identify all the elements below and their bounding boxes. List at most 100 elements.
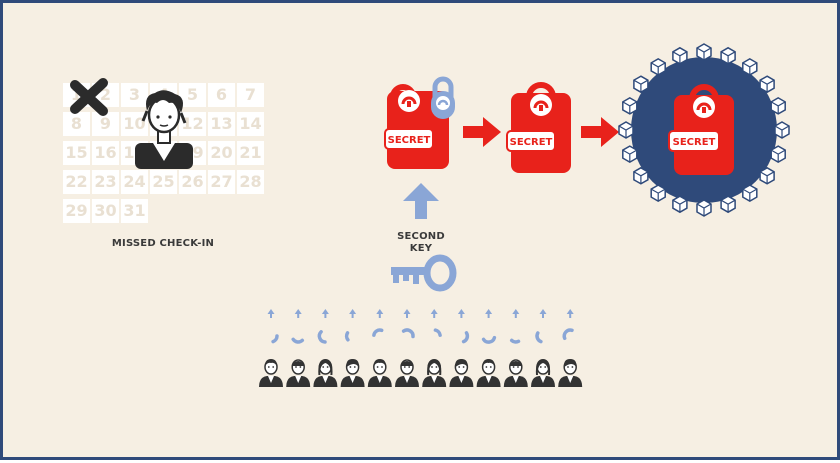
- secret-tag: SECRET: [384, 128, 434, 150]
- person-icon: [259, 359, 283, 387]
- block-cube: [742, 184, 758, 202]
- arrow-right-icon: [463, 117, 501, 147]
- block-cube: [759, 166, 775, 185]
- calendar-day: 29: [63, 199, 90, 223]
- arrow-right-icon: [581, 117, 619, 147]
- calendar-day: 5: [179, 83, 206, 107]
- people-row: [259, 359, 583, 387]
- calendar-day: 8: [63, 112, 90, 136]
- person-icon: [531, 359, 555, 387]
- calendar-day: 13: [208, 112, 235, 136]
- arrow-up-icon: [485, 309, 493, 318]
- arrow-up-icon: [403, 183, 439, 219]
- person-icon: [395, 359, 419, 387]
- calendar-day: 21: [237, 141, 264, 165]
- block-cube: [672, 195, 688, 214]
- calendar-day: 15: [63, 141, 90, 165]
- calendar-day: 9: [92, 112, 119, 136]
- second-key-line-1: SECOND: [397, 231, 445, 242]
- block-cube: [720, 195, 736, 214]
- key-icon: [391, 254, 457, 292]
- calendar-day: 22: [63, 170, 90, 194]
- arrow-up-icon: [349, 309, 357, 318]
- key-fragment-icon: [317, 330, 327, 344]
- calendar-day: 20: [208, 141, 235, 165]
- key-fragment-icon: [291, 337, 305, 344]
- arrow-up-icon: [294, 309, 302, 318]
- arrow-up-icon: [512, 309, 520, 318]
- calendar-day: 14: [237, 112, 264, 136]
- calendar-day: 23: [92, 170, 119, 194]
- x-mark-icon: [70, 78, 108, 116]
- person-icon: [340, 359, 365, 387]
- person-icon: [286, 359, 311, 387]
- person-icon: [135, 90, 193, 169]
- svg-text:SECRET: SECRET: [673, 137, 716, 148]
- calendar-day: 3: [121, 83, 148, 107]
- person-icon: [558, 359, 583, 387]
- key-fragment-icon: [509, 338, 521, 344]
- secret-tag: SECRET: [506, 130, 556, 152]
- diagram-artwork: SECRET SECRET: [70, 43, 790, 387]
- second-key-line-2: KEY: [409, 243, 433, 254]
- calendar-day: 16: [92, 141, 119, 165]
- block-cube: [759, 75, 775, 94]
- key-fragment-icon: [461, 331, 470, 344]
- calendar-day: 24: [121, 170, 148, 194]
- block-cube: [720, 46, 736, 65]
- block-cube: [633, 75, 649, 94]
- svg-text:SECRET: SECRET: [510, 137, 553, 148]
- calendar-day: 27: [208, 170, 235, 194]
- block-cube: [622, 97, 638, 115]
- arrow-up-icon: [566, 309, 574, 318]
- padlock-icon: [511, 82, 571, 173]
- secret-tag: SECRET: [668, 130, 720, 152]
- block-cube: [633, 166, 649, 185]
- key-fragment-icon: [562, 328, 574, 341]
- arrow-up-icon: [267, 309, 275, 318]
- calendar-day: 30: [92, 199, 119, 223]
- block-cube: [650, 184, 666, 202]
- calendar-day: 28: [237, 170, 264, 194]
- block-cube: [618, 121, 634, 139]
- calendar-day: 6: [208, 83, 235, 107]
- key-fragment-icon: [535, 331, 543, 344]
- calendar-day: 31: [121, 199, 148, 223]
- key-fragment-icon: [271, 334, 279, 344]
- calendar-day: 25: [150, 170, 177, 194]
- block-cube: [672, 46, 688, 65]
- calendar-day: 7: [237, 83, 264, 107]
- arrow-up-icon: [430, 309, 438, 318]
- arrow-up-icon: [403, 309, 411, 318]
- key-fragment-icon: [401, 328, 415, 339]
- block-cube: [770, 97, 786, 115]
- second-key-label: SECOND KEY: [381, 231, 461, 255]
- key-fragment-icon: [344, 331, 350, 342]
- arrow-up-icon: [321, 309, 329, 318]
- person-icon: [367, 359, 392, 387]
- missed-check-in-label: MISSED CHECK-IN: [111, 238, 215, 249]
- key-fragment-icon: [481, 335, 497, 344]
- key-fragment-icon: [433, 328, 442, 337]
- block-cube: [696, 43, 712, 61]
- person-icon: [476, 359, 501, 387]
- arrow-up-icon: [539, 309, 547, 318]
- key-fragment-icon: [372, 328, 384, 337]
- calendar-day: 26: [179, 170, 206, 194]
- arrow-up-icon: [457, 309, 465, 318]
- block-cube: [774, 121, 790, 139]
- person-icon: [313, 359, 338, 387]
- block-cube: [770, 145, 786, 163]
- key-fragments-row: [267, 309, 574, 344]
- person-icon: [422, 359, 447, 387]
- block-cube: [622, 145, 638, 163]
- block-cube: [696, 199, 712, 217]
- person-icon: [449, 359, 474, 387]
- arrow-up-icon: [376, 309, 384, 318]
- block-cube: [650, 58, 666, 76]
- block-cube: [742, 58, 758, 76]
- key-lock-icon: [431, 76, 455, 119]
- svg-text:SECRET: SECRET: [388, 135, 431, 146]
- person-icon: [503, 359, 528, 387]
